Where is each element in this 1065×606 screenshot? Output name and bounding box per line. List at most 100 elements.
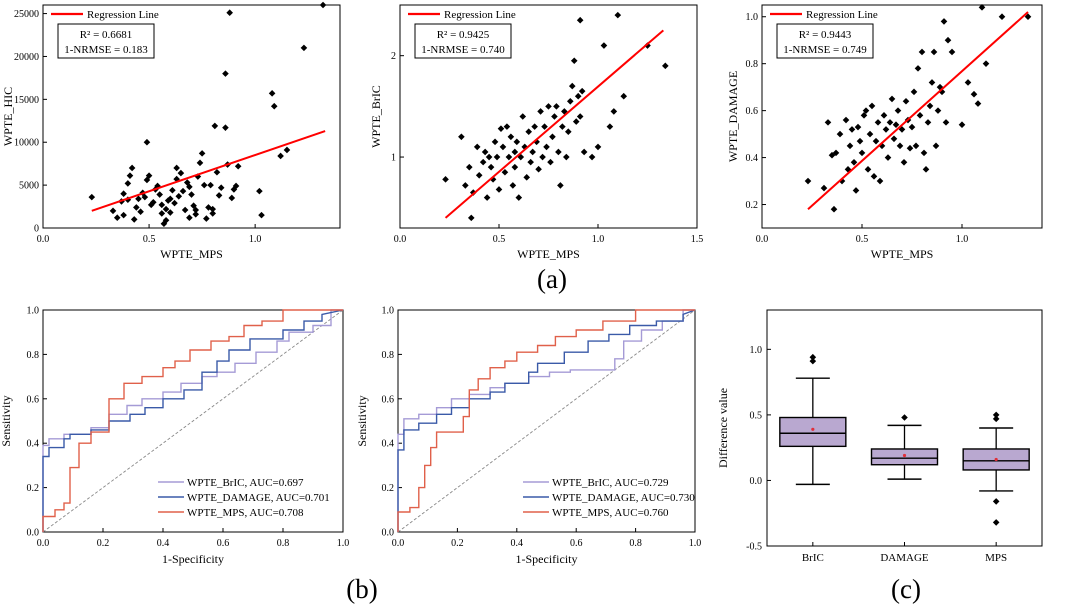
x-tick-label: 1.5 [691,234,704,245]
x-tick-label: 0.0 [392,538,405,549]
data-point [181,206,189,214]
data-point [924,119,932,126]
x-axis-label: WPTE_MPS [871,247,934,261]
data-point [147,201,155,209]
data-point [268,90,276,97]
data-point [876,177,884,185]
plot-frame [42,4,341,229]
y-tick-label: 0.5 [750,410,763,421]
data-point [154,182,161,190]
data-point [164,197,172,204]
chance-diagonal [397,309,696,533]
y-tick-label: 0.0 [27,528,40,539]
data-point [503,123,511,130]
roc-curve [397,309,696,532]
panel-label-b: (b) [346,574,377,604]
y-tick-label: 1.0 [746,12,759,23]
x-tick-label: DAMAGE [880,552,929,564]
legend-label: WPTE_DAMAGE, AUC=0.701 [187,492,330,504]
data-point [158,201,166,209]
data-point [842,116,850,124]
data-point [804,177,812,185]
data-point [475,171,483,179]
legend-label: WPTE_MPS, AUC=0.760 [552,507,669,519]
data-point [222,124,229,131]
iqr-box [779,416,847,448]
outlier-point [992,415,1000,423]
data-point [258,211,265,219]
data-point [196,159,204,167]
data-point [135,195,142,203]
data-point [143,138,151,146]
data-point [192,206,200,214]
outlier-point [992,411,1000,419]
data-point [838,177,846,185]
data-point [900,158,908,166]
x-tick-label: 0.4 [511,538,524,549]
data-point [846,142,854,150]
chance-diagonal [42,309,344,533]
y-tick-label: 0.0 [750,476,763,487]
data-point [914,65,922,72]
x-tick-label: 0.6 [217,538,230,549]
outlier-point [901,414,908,421]
data-point [186,214,193,222]
data-point [896,142,904,150]
panel-label-c: (c) [891,574,921,604]
data-point [918,48,926,56]
data-point [513,138,521,146]
data-point [563,153,570,161]
x-tick-label: BrIC [802,552,824,564]
x-axis-label: WPTE_MPS [160,247,223,261]
data-point [120,190,127,197]
r-squared-text: R² = 0.9425 [437,29,490,41]
x-tick-label: 0.0 [37,538,50,549]
data-point [209,210,217,217]
data-point [828,151,836,159]
data-point [555,148,562,156]
data-point [491,138,499,146]
data-point [868,102,876,110]
data-point [662,62,669,70]
data-point [130,216,138,223]
y-tick-label: 0.4 [746,153,759,164]
data-point [458,133,465,141]
data-point [864,166,872,173]
data-point [523,174,531,181]
data-point [906,144,914,152]
y-tick-label: 0.8 [27,350,40,361]
data-point [519,113,527,120]
data-point [936,83,944,91]
x-tick-label: 1.0 [592,234,605,245]
data-point [852,187,860,194]
data-point [211,122,219,130]
data-point [920,149,928,157]
data-point [113,214,121,222]
data-point [940,18,948,25]
data-point [145,172,153,179]
data-point [938,88,946,96]
data-point [870,173,878,180]
y-tick-label: 10000 [14,138,39,149]
plot-frame [397,309,696,533]
r-squared-text: R² = 0.9443 [799,29,852,41]
data-point [228,194,236,202]
data-point [610,108,618,115]
data-point [614,11,622,19]
x-tick-label: 0.5 [856,234,869,245]
data-point [188,191,195,198]
legend-label-regression: Regression Line [806,9,878,21]
data-point [141,193,149,201]
data-point [511,148,519,156]
data-point [186,183,193,191]
data-point [580,148,588,156]
data-point [487,163,495,171]
data-point [175,192,183,200]
data-point [517,153,525,161]
data-point [606,123,614,130]
data-point [553,103,560,110]
data-point [894,107,902,114]
data-point [912,142,920,150]
legend-label: WPTE_BrIC, AUC=0.729 [552,477,669,489]
